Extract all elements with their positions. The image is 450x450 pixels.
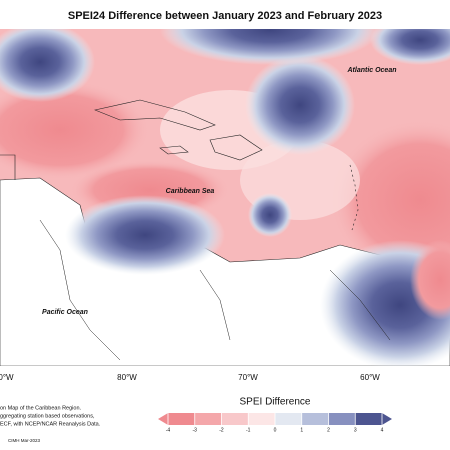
longitude-label: 0°W (0, 373, 14, 382)
colorbar-tick-label: -4 (166, 427, 171, 433)
colorbar-arrow (382, 413, 392, 425)
footer: CIMH Mar-2023 (8, 438, 41, 443)
colorbar: -4 -3 -2 -1 0 1 2 3 4 (158, 413, 392, 433)
map-label: Pacific Ocean (42, 309, 88, 316)
map (0, 29, 450, 366)
colorbar-segment (355, 413, 382, 425)
colorbar-segment (301, 413, 329, 425)
colorbar-tick-label: -3 (193, 427, 198, 433)
longitude-label: 60°W (360, 373, 380, 382)
colorbar-tick-label: 2 (327, 427, 330, 433)
map-label: Atlantic Ocean (346, 67, 396, 74)
colorbar-segment (221, 413, 249, 425)
legend-title: SPEI Difference (240, 397, 311, 408)
colorbar-tick-label: 4 (381, 427, 384, 433)
colorbar-arrow (158, 413, 168, 425)
map-label: Caribbean Sea (166, 188, 215, 195)
colorbar-segment (328, 413, 356, 425)
credit-line: ggregating station based observations, (0, 413, 95, 419)
credit-line: on Map of the Caribbean Region. (0, 405, 81, 411)
colorbar-tick-label: -2 (219, 427, 224, 433)
colorbar-tick-label: 0 (274, 427, 277, 433)
colorbar-segment (275, 413, 302, 425)
colorbar-segment (248, 413, 275, 425)
credit-line: ECF, with NCEP/NCAR Reanalysis Data. (0, 421, 101, 427)
colorbar-segment (168, 413, 195, 425)
colorbar-tick-label: 3 (354, 427, 357, 433)
map-title: SPEI24 Difference between January 2023 a… (68, 10, 382, 22)
longitude-label: 70°W (238, 373, 258, 382)
colorbar-tick-label: -1 (246, 427, 251, 433)
colorbar-tick-label: 1 (300, 427, 303, 433)
colorbar-segment (194, 413, 222, 425)
longitude-label: 80°W (117, 373, 137, 382)
